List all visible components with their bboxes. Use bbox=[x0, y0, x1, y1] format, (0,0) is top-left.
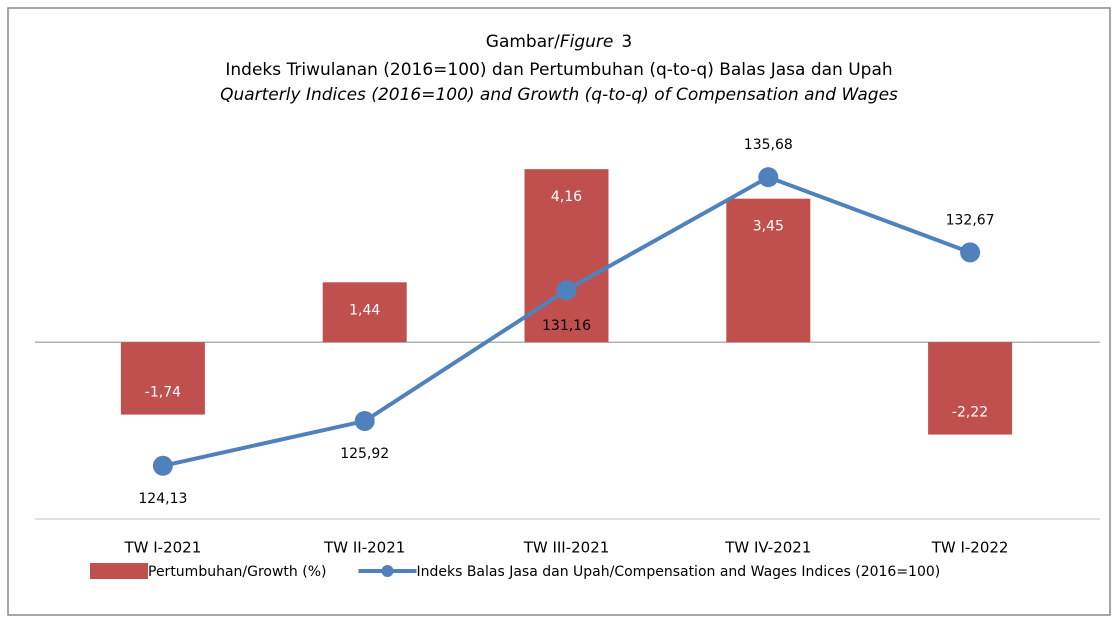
x-tick-label: TW I-2021 bbox=[124, 539, 202, 557]
line-point bbox=[960, 242, 981, 263]
legend-label: Indeks Balas Jasa dan Upah/Compensation … bbox=[416, 564, 940, 580]
line-value-label: 132,67 bbox=[946, 212, 995, 228]
bar-value-label: -1,74 bbox=[145, 385, 181, 401]
legend-swatch bbox=[381, 565, 394, 577]
bar bbox=[524, 169, 609, 343]
figure-en: Figure bbox=[560, 32, 614, 52]
line-point bbox=[556, 280, 577, 301]
bar bbox=[120, 342, 205, 415]
bar-value-label: 4,16 bbox=[551, 189, 582, 205]
line-point bbox=[152, 455, 173, 476]
bar bbox=[928, 342, 1013, 435]
line-point bbox=[758, 167, 779, 188]
bar-value-label: -2,22 bbox=[952, 405, 988, 421]
x-tick-label: TW II-2021 bbox=[323, 539, 405, 557]
line-value-label: 135,68 bbox=[744, 137, 793, 153]
figure-id: Gambar/ bbox=[486, 32, 560, 52]
figure-number: 3 bbox=[621, 32, 632, 52]
legend-label: Pertumbuhan/Growth (%) bbox=[148, 564, 326, 580]
chart-title: Indeks Triwulanan (2016=100) dan Pertumb… bbox=[225, 60, 892, 80]
figure-label: Gambar/Figure 3 bbox=[486, 32, 632, 52]
bar-value-label: 3,45 bbox=[753, 219, 784, 235]
x-tick-label: TW I-2022 bbox=[931, 539, 1009, 557]
legend-swatch bbox=[90, 563, 148, 579]
bar bbox=[322, 282, 407, 343]
chart-subtitle: Quarterly Indices (2016=100) and Growth … bbox=[220, 85, 898, 105]
bar-value-label: 1,44 bbox=[349, 302, 380, 318]
x-tick-label: TW IV-2021 bbox=[724, 539, 811, 557]
line-value-label: 124,13 bbox=[138, 491, 187, 507]
line-value-label: 131,16 bbox=[542, 318, 591, 334]
x-tick-label: TW III-2021 bbox=[523, 539, 610, 557]
bar bbox=[726, 198, 811, 343]
line-value-label: 125,92 bbox=[340, 446, 389, 462]
line-point bbox=[354, 411, 375, 432]
